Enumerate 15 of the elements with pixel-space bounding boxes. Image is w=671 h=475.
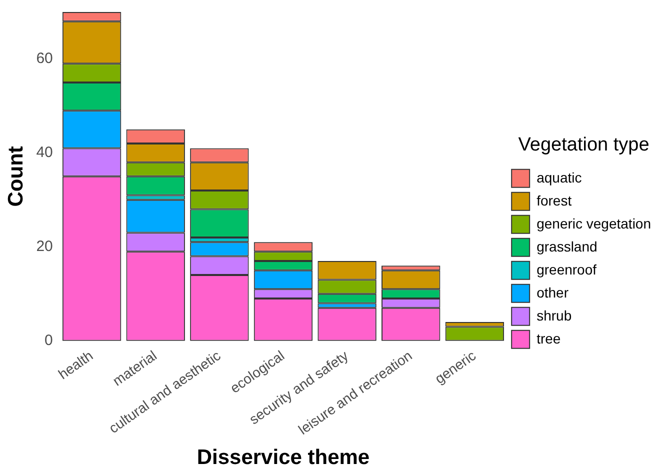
legend-label: greenroof [536, 261, 597, 278]
legend-label: other [536, 284, 569, 300]
legend-label: grassland [536, 238, 598, 254]
y-tick-label: 0 [44, 332, 53, 349]
y-axis-title: Count [4, 146, 28, 207]
y-tick-label: 60 [36, 50, 53, 68]
legend-label: shrub [536, 307, 572, 324]
legend-label: tree [536, 330, 561, 346]
legend-label: aquatic [536, 169, 582, 186]
x-axis-title: Disservice theme [196, 446, 370, 470]
legend-title: Vegetation type [518, 134, 650, 156]
y-tick-label: 40 [36, 144, 53, 162]
legend-label: forest [536, 192, 572, 208]
legend-label: generic vegetation [536, 215, 652, 232]
y-tick-label: 20 [36, 238, 53, 256]
